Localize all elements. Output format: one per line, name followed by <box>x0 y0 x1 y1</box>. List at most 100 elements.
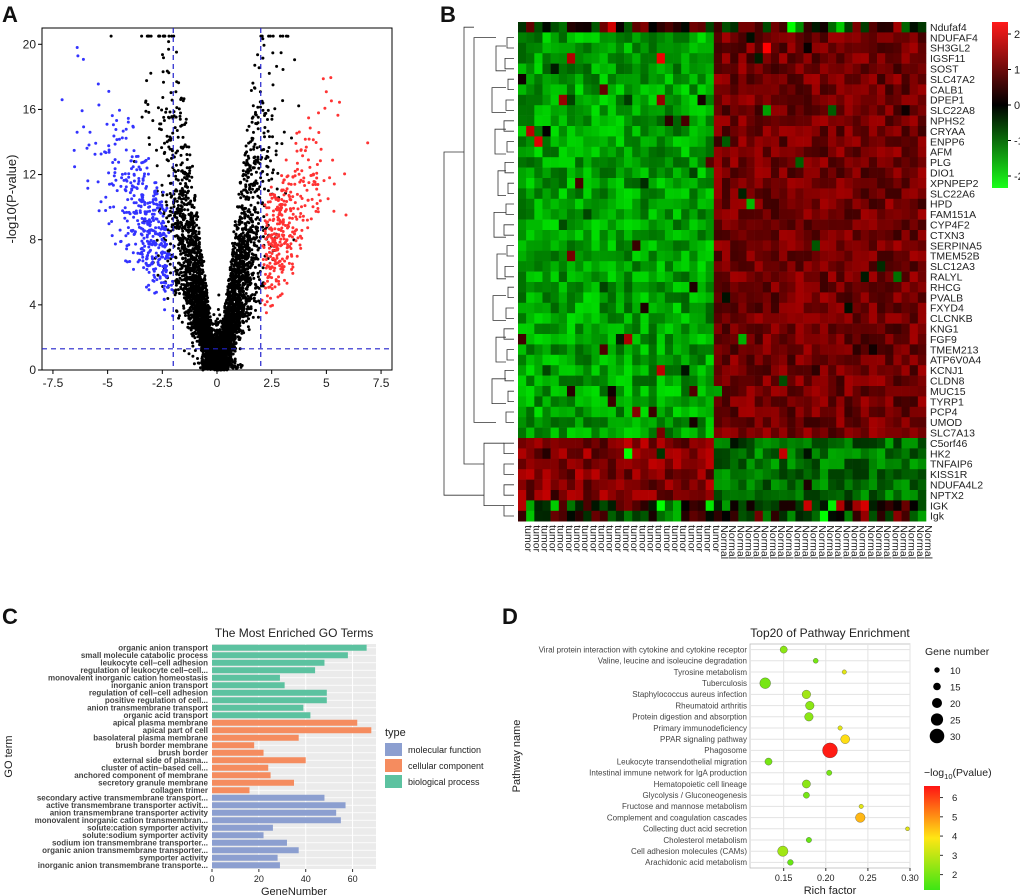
volcano-point-ns <box>160 183 164 187</box>
volcano-point-ns <box>181 146 185 150</box>
volcano-point-ns <box>199 271 203 275</box>
volcano-point-ns <box>187 352 191 356</box>
volcano-point-ns <box>271 83 275 87</box>
volcano-point-ns <box>253 293 257 297</box>
volcano-point-ns <box>274 153 278 157</box>
volcano-point-ns <box>176 219 180 223</box>
volcano-point-ns <box>185 203 189 207</box>
volcano-point-ns <box>258 196 262 200</box>
volcano-point-ns <box>201 284 205 288</box>
volcano-point-ns <box>255 146 259 150</box>
volcano-point-ns <box>249 140 252 144</box>
volcano-point-ns <box>175 224 179 228</box>
volcano-point-ns <box>204 284 208 288</box>
volcano-point-ns <box>227 319 231 323</box>
volcano-point-ns <box>175 272 179 276</box>
volcano-point-ns <box>161 34 165 38</box>
volcano-point-ns <box>246 276 250 280</box>
volcano-point-ns <box>178 249 182 253</box>
volcano-point-ns <box>189 322 193 326</box>
volcano-point-ns <box>251 187 254 191</box>
volcano-point-ns <box>177 273 181 277</box>
volcano-point-ns <box>240 227 244 231</box>
volcano-point-ns <box>201 268 205 272</box>
volcano-point-ns <box>244 254 248 258</box>
volcano-point-ns <box>181 256 185 260</box>
panel-label-c: C <box>2 604 18 629</box>
volcano-point-ns <box>176 204 180 207</box>
volcano-point-ns <box>256 315 260 319</box>
volcano-point-ns <box>251 195 255 199</box>
volcano-point-ns <box>183 227 187 231</box>
volcano-point-ns <box>174 174 178 178</box>
volcano-point-ns <box>189 293 193 297</box>
volcano-point-ns <box>179 271 183 275</box>
volcano-point-ns <box>261 101 265 105</box>
volcano-point-ns <box>179 98 183 101</box>
volcano-point-ns <box>275 187 279 191</box>
volcano-point-ns <box>247 297 251 301</box>
volcano-point-ns <box>247 198 250 201</box>
volcano-point-ns <box>240 245 244 249</box>
volcano-point-ns <box>261 108 265 112</box>
volcano-point-ns <box>169 181 173 185</box>
volcano-point-ns <box>233 241 237 245</box>
volcano-point-ns <box>250 228 253 232</box>
volcano-point-ns <box>166 259 170 263</box>
volcano-point-ns <box>182 270 186 274</box>
volcano-point-ns <box>174 255 177 259</box>
volcano-point-ns <box>196 299 200 303</box>
volcano-point-ns <box>199 277 203 281</box>
volcano-point-ns <box>178 117 182 121</box>
volcano-point-ns <box>232 250 236 254</box>
volcano-point-ns <box>170 156 173 160</box>
volcano-point-ns <box>166 297 170 300</box>
volcano-point-ns <box>231 315 235 319</box>
volcano-point-ns <box>168 262 172 266</box>
volcano-point-ns <box>192 319 196 323</box>
volcano-point-ns <box>179 252 183 256</box>
volcano-point-ns <box>161 96 165 99</box>
volcano-point-ns <box>239 269 243 273</box>
volcano-point-ns <box>280 142 284 146</box>
volcano-point-ns <box>184 198 188 202</box>
volcano-point-ns <box>254 217 258 221</box>
volcano-point-ns <box>178 192 182 196</box>
volcano-point-ns <box>253 257 257 261</box>
volcano-point-ns <box>249 213 253 217</box>
volcano-point-ns <box>245 314 249 318</box>
volcano-point-ns <box>256 53 260 57</box>
volcano-point-ns <box>229 350 233 354</box>
volcano-point-ns <box>155 148 158 152</box>
volcano-point-ns <box>196 320 199 324</box>
volcano-point-ns <box>148 143 151 146</box>
volcano-point-ns <box>179 221 183 225</box>
volcano-point-ns <box>244 299 248 303</box>
volcano-point-ns <box>180 178 184 182</box>
volcano-point-ns <box>267 71 271 75</box>
volcano-point-ns <box>248 188 251 191</box>
volcano-point-ns <box>185 166 189 170</box>
volcano-point-ns <box>254 170 258 174</box>
volcano-point-ns <box>162 212 166 216</box>
volcano-point-ns <box>190 185 194 189</box>
volcano-point-ns <box>169 138 172 142</box>
volcano-point-ns <box>267 178 271 182</box>
volcano-point-ns <box>155 164 159 168</box>
volcano-point-ns <box>228 283 232 287</box>
volcano-point-ns <box>237 192 241 196</box>
volcano-point-ns <box>144 109 148 113</box>
volcano-point-ns <box>188 263 192 267</box>
volcano-point-ns <box>244 292 248 295</box>
panel-label-a: A <box>2 2 18 27</box>
volcano-point-ns <box>256 121 260 125</box>
volcano-point-ns <box>228 290 232 294</box>
volcano-point-ns <box>200 311 204 315</box>
volcano-point-ns <box>273 107 277 111</box>
volcano-point-ns <box>189 255 193 259</box>
volcano-point-ns <box>175 278 179 281</box>
volcano-point-ns <box>176 288 180 292</box>
volcano-point-ns <box>219 319 223 323</box>
volcano-point-ns <box>186 311 189 315</box>
volcano-point-ns <box>145 79 149 83</box>
